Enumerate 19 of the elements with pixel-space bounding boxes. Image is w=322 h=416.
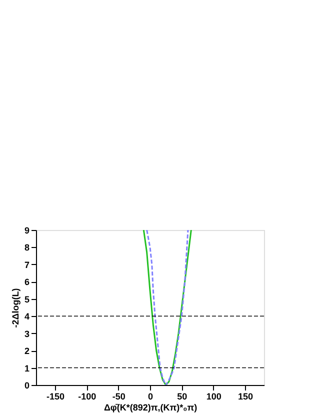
y-tick-label: 5 bbox=[24, 294, 30, 304]
y-tick-label: 7 bbox=[24, 260, 30, 270]
x-tick-label: 0 bbox=[148, 392, 154, 402]
x-tick-label: -150 bbox=[46, 392, 65, 402]
y-tick-label: 6 bbox=[24, 277, 30, 288]
y-tick-label: 2 bbox=[24, 346, 30, 356]
x-tick-label: -50 bbox=[112, 392, 126, 402]
y-tick-label: 9 bbox=[24, 226, 30, 236]
y-tick-label: 4 bbox=[24, 312, 30, 322]
y-axis-title: -2Δlog(L) bbox=[10, 288, 20, 328]
y-tick-label: 0 bbox=[24, 380, 30, 390]
x-tick-label: -100 bbox=[78, 392, 96, 402]
y-tick-label: 8 bbox=[24, 242, 30, 253]
y-tick-label: 1 bbox=[24, 363, 30, 374]
x-axis-title: Δφ̄(K*(892)π,(Kπ)*₀π) bbox=[104, 402, 198, 412]
y-tick-label: 3 bbox=[24, 328, 30, 339]
x-tick-label: 50 bbox=[177, 392, 188, 402]
x-tick-label: 150 bbox=[238, 392, 254, 402]
x-tick-label: 100 bbox=[206, 392, 222, 402]
